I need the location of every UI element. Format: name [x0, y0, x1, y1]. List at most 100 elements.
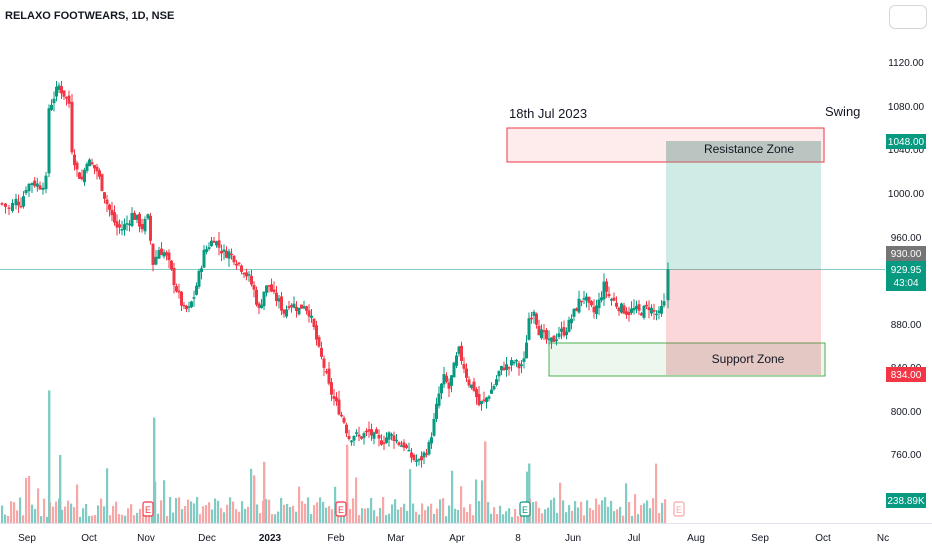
candle-body	[417, 459, 421, 461]
candle-body	[270, 284, 273, 292]
volume-bar	[604, 497, 607, 523]
candle-body	[317, 337, 321, 347]
candle-body	[360, 436, 363, 439]
candle-body	[275, 292, 278, 301]
candle-body	[73, 154, 76, 166]
volume-bar	[601, 500, 604, 523]
candle-body	[60, 86, 63, 94]
candle-body	[172, 267, 176, 286]
volume-bar	[481, 480, 484, 523]
volume-bar	[184, 505, 187, 523]
candle-body	[325, 371, 328, 373]
volume-bar	[628, 502, 631, 523]
volume-bar	[153, 417, 156, 523]
candle-body	[585, 296, 588, 301]
candle-body	[162, 252, 166, 257]
candle-body	[467, 379, 471, 386]
volume-bar	[517, 516, 520, 523]
candle-body	[165, 252, 168, 256]
volume-bar	[505, 511, 508, 523]
candle-body	[502, 367, 506, 371]
support-zone-box	[548, 342, 826, 377]
candle-body	[177, 290, 181, 293]
volume-bar	[226, 504, 229, 523]
candle-body	[123, 224, 126, 230]
candle-body	[666, 269, 670, 301]
y-tick-label: 960.00	[891, 233, 922, 244]
volume-bar	[514, 508, 517, 523]
volume-bar	[328, 506, 331, 523]
x-tick-label: Oct	[81, 533, 97, 544]
candle-body	[14, 198, 18, 206]
volume-bar	[322, 501, 325, 523]
y-tick-label: 1080.00	[888, 102, 925, 113]
volume-bar	[48, 390, 51, 523]
volume-bar	[586, 500, 589, 523]
volume-bar	[28, 475, 31, 523]
candle-body	[377, 435, 381, 439]
volume-bar	[223, 512, 226, 523]
candle-body	[355, 432, 358, 434]
volume-bar	[526, 471, 529, 523]
candle-body	[103, 192, 106, 199]
candle-body	[130, 213, 134, 226]
candle-body	[662, 301, 666, 306]
volume-bar	[349, 508, 352, 523]
volume-bar	[307, 497, 310, 523]
volume-bar	[490, 513, 493, 523]
earnings-marker-letter: E	[338, 505, 344, 515]
volume-bar	[259, 513, 262, 523]
candle-body	[110, 209, 114, 216]
candle-body	[85, 163, 89, 171]
candle-body	[457, 346, 461, 354]
volume-bar	[91, 515, 94, 523]
candle-body	[342, 417, 346, 423]
volume-bar	[406, 510, 409, 523]
candle-body	[650, 307, 653, 314]
candle-body	[357, 434, 361, 437]
candle-body	[592, 306, 596, 313]
candle-body	[647, 307, 651, 311]
volume-bar	[385, 515, 388, 523]
volume-bar	[202, 506, 205, 523]
candle-body	[590, 301, 593, 306]
volume-bar	[130, 504, 133, 523]
volume-bar	[313, 505, 316, 523]
volume-bar	[502, 514, 505, 523]
candle-body	[432, 418, 436, 436]
volume-bar	[289, 507, 292, 523]
candle-body	[41, 187, 45, 190]
volume-bar	[589, 507, 592, 523]
candle-body	[352, 435, 356, 441]
candle-body	[397, 442, 401, 445]
candle-body	[75, 162, 79, 170]
candle-body	[182, 304, 186, 307]
volume-bar	[508, 508, 511, 523]
candle-body	[232, 255, 236, 263]
candle-body	[108, 204, 111, 210]
candle-body	[540, 329, 543, 339]
volume-bar	[400, 507, 403, 523]
volume-bar	[619, 506, 622, 523]
candle-body	[295, 306, 298, 311]
top-right-button[interactable]	[889, 5, 927, 29]
volume-bar	[124, 515, 127, 523]
candle-body	[622, 305, 626, 314]
volume-bar	[16, 510, 19, 523]
price-tag-entry-box	[886, 246, 926, 261]
volume-bar	[181, 509, 184, 523]
candle-body	[602, 281, 606, 300]
candle-body	[105, 199, 109, 205]
volume-bar	[382, 497, 385, 523]
volume-bar	[355, 477, 358, 523]
volume-bar	[172, 512, 175, 523]
volume-bar	[541, 513, 544, 523]
candle-body	[38, 185, 42, 190]
candle-body	[175, 286, 178, 292]
candle-body	[242, 272, 246, 275]
volume-bar	[277, 511, 280, 523]
volume-bar	[433, 513, 436, 523]
earnings-marker	[519, 501, 531, 517]
volume-bar	[199, 514, 202, 523]
